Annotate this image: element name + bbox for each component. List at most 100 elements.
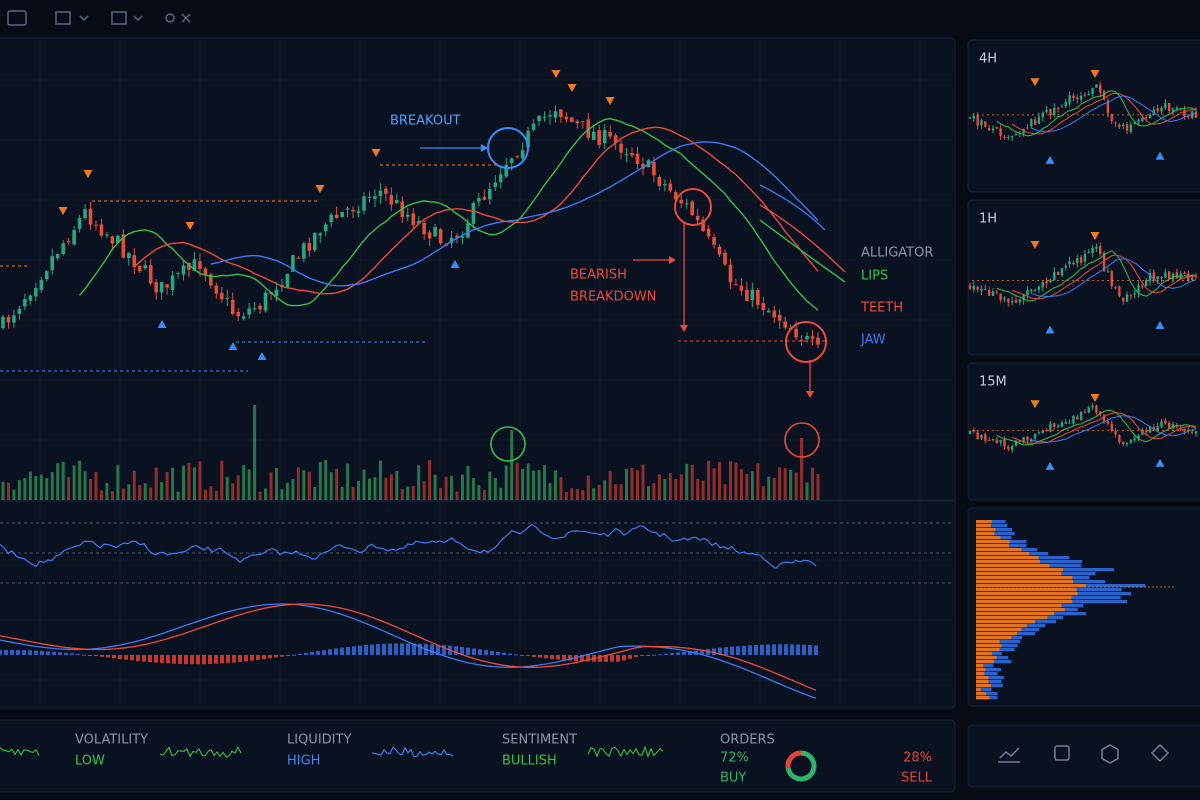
candle-body (690, 201, 694, 216)
profile-bar-orange (976, 620, 1035, 624)
volume-bar (285, 482, 289, 500)
histogram-bar (82, 654, 86, 656)
candle-body (976, 286, 979, 290)
candle-body (28, 295, 33, 301)
candle-body (972, 285, 976, 290)
histogram-bar (46, 651, 50, 655)
ma-line (79, 117, 819, 311)
ma-line (1011, 92, 1197, 135)
histogram-bar (118, 655, 122, 659)
candle-body (1099, 84, 1102, 93)
volume-bar (816, 474, 820, 500)
candle-body (1007, 447, 1010, 450)
sell-marker (1030, 400, 1040, 409)
histogram-bar (508, 653, 512, 655)
volume-bar (460, 474, 464, 500)
candle-body (1102, 91, 1106, 100)
volume-bar (302, 470, 306, 500)
volume-bar (99, 490, 103, 500)
candle-body (1026, 290, 1029, 296)
histogram-bar (130, 655, 134, 661)
histogram-bar (676, 652, 680, 655)
tool-icon[interactable] (998, 747, 1020, 763)
buy-marker (1045, 325, 1055, 334)
histogram-bar (226, 655, 230, 664)
candle-body (1171, 273, 1175, 280)
histogram-bar (532, 655, 536, 657)
indicator-icon[interactable] (111, 11, 127, 25)
tool-icon[interactable] (1054, 745, 1070, 761)
candle-body (176, 273, 180, 275)
histogram-bar (280, 655, 284, 657)
volume-bar (165, 472, 169, 500)
draw-icon[interactable] (55, 11, 71, 25)
close-icon[interactable] (181, 13, 191, 23)
volume-bar (324, 460, 328, 500)
candle-body (1010, 301, 1014, 303)
volume-bar (258, 491, 262, 500)
candle-body (209, 274, 213, 286)
profile-bar-orange (976, 636, 1012, 640)
volume-bar (526, 463, 530, 500)
candle-body (1167, 271, 1171, 279)
tool-icon[interactable] (1150, 743, 1170, 763)
histogram-bar (478, 649, 482, 655)
profile-bar-orange (976, 568, 1064, 572)
candle-body (1160, 421, 1163, 427)
chart-layer (0, 40, 1198, 782)
candle-body (1106, 421, 1110, 424)
sell-marker (605, 97, 615, 105)
histogram-bar (724, 647, 728, 655)
candle-body (137, 265, 142, 272)
volume-bar (543, 465, 547, 500)
candle-body (1037, 116, 1041, 124)
volume-bar (61, 461, 65, 500)
histogram-bar (238, 655, 242, 662)
candle-body (214, 285, 219, 294)
volume-bar (745, 473, 749, 500)
histogram-bar (22, 650, 26, 655)
candle-body (987, 290, 991, 296)
candle-body (230, 299, 235, 314)
volume-bar (559, 477, 563, 500)
candle-body (1087, 251, 1090, 253)
volume-bar (504, 465, 508, 500)
candle-body (116, 235, 120, 243)
candle-body (1056, 426, 1060, 428)
main-panel (0, 37, 956, 709)
profile-bar-blue (976, 672, 998, 676)
candle-body (66, 240, 71, 243)
histogram-bar (76, 654, 80, 656)
volume-circle (490, 426, 526, 462)
tool-icon[interactable] (1101, 744, 1119, 764)
histogram-bar (814, 645, 818, 655)
settings-icon[interactable] (165, 13, 175, 23)
stat-value: HIGH (287, 754, 320, 769)
orders-title: ORDERS (720, 733, 775, 748)
candle-body (745, 289, 749, 302)
candle-body (1152, 272, 1156, 281)
volume-bar (521, 468, 525, 500)
volume-bar (335, 468, 339, 500)
dropdown-icon[interactable] (133, 15, 143, 22)
candle-body (23, 299, 27, 307)
histogram-bar (244, 655, 248, 662)
profile-bar-orange (976, 532, 995, 536)
dropdown-icon[interactable] (79, 15, 89, 22)
candle-body (1053, 271, 1056, 281)
volume-bar (805, 482, 809, 500)
candle-body (1003, 136, 1006, 138)
histogram-bar (322, 650, 326, 655)
candle-body (701, 219, 705, 231)
candle-body (1060, 268, 1064, 276)
volume-bar (384, 477, 388, 500)
breakout-label: BREAKOUT (390, 114, 461, 129)
candle-body (1133, 122, 1136, 125)
volume-bar (39, 474, 43, 500)
candle-body (455, 235, 459, 238)
volume-bar (313, 486, 317, 500)
chart-icon[interactable] (7, 10, 27, 26)
candle-body (1030, 119, 1033, 127)
profile-bar-orange (976, 672, 985, 676)
candle-body (1102, 252, 1106, 272)
